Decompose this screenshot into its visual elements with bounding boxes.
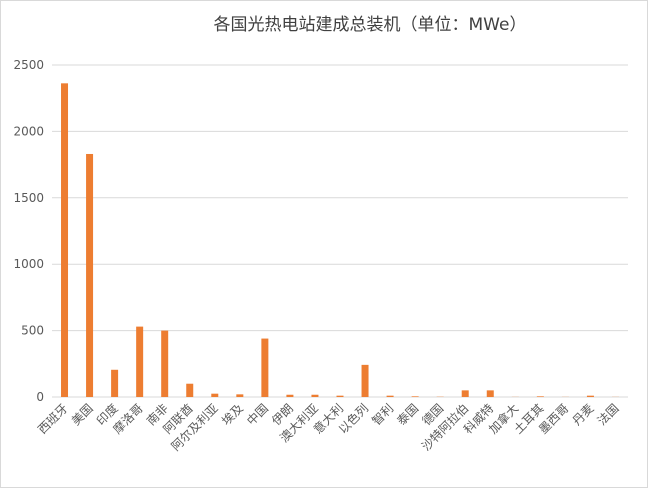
bar	[486, 390, 494, 397]
bar	[136, 326, 144, 397]
y-tick-label: 2500	[13, 58, 44, 72]
bar	[361, 364, 369, 397]
bar	[536, 396, 544, 397]
bar	[211, 393, 219, 397]
bar	[586, 395, 594, 397]
bar	[161, 330, 169, 397]
bar	[286, 394, 294, 397]
bar	[261, 338, 269, 397]
bar	[411, 396, 419, 397]
chart-title: 各国光热电站建成总装机（单位：MWe）	[214, 15, 527, 35]
bar	[386, 395, 394, 397]
bar	[311, 394, 319, 397]
bar	[111, 369, 119, 397]
bar	[86, 153, 94, 397]
y-tick-label: 2000	[13, 124, 44, 138]
y-tick-label: 500	[21, 324, 44, 338]
y-tick-label: 0	[36, 390, 44, 404]
bar	[461, 390, 469, 397]
bar	[186, 383, 194, 397]
y-tick-label: 1000	[13, 257, 44, 271]
bar	[61, 83, 69, 397]
bar	[336, 395, 344, 397]
bar	[236, 394, 244, 397]
y-tick-label: 1500	[13, 191, 44, 205]
